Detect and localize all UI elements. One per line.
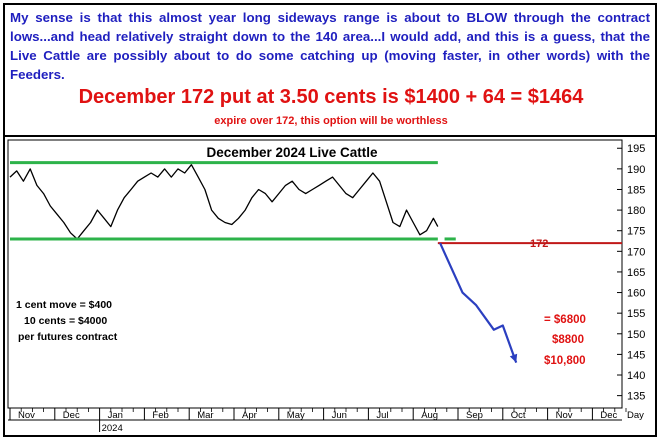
y-tick-label: 190 [627,164,645,176]
x-unit-label: Day [627,410,644,421]
x-month-label: Nov [18,410,35,421]
x-month-label: Nov [556,410,573,421]
header-divider [3,135,657,137]
headline: December 172 put at 3.50 cents is $1400 … [78,86,584,108]
y-tick-label: 180 [627,205,645,217]
loss-label: $10,800 [544,355,586,367]
contract-note: 10 cents = $4000 [24,315,107,327]
chart-frame [3,3,657,437]
plot-area [7,139,623,409]
commentary-text: My sense is that this almost year long s… [10,10,650,82]
loss-labels: = $6800 $8800 $10,800 [544,314,586,367]
y-tick-label: 150 [627,329,645,341]
x-month-label: Aug [421,410,438,421]
projection-arrowhead [509,353,518,363]
y-tick-label: 165 [627,267,645,279]
contract-note: 1 cent move = $400 [16,299,112,311]
x-axis: Nov Dec Jan Feb Mar Apr May Jun Jul Aug Sep Oct Nov D… [8,407,644,434]
y-tick-marks [617,147,622,397]
y-tick-label: 195 [627,143,645,155]
x-month-label: Dec [600,410,617,421]
y-tick-label: 185 [627,184,645,196]
levels: 172 [10,161,622,363]
loss-label: $8800 [552,334,584,346]
y-tick-labels: 135 140 145 150 155 160 165 170 175 180 185 190 195 [627,143,645,402]
y-tick-label: 170 [627,246,645,258]
x-month-label: Jan [108,410,123,421]
loss-label: = $6800 [544,314,586,326]
x-month-label: Oct [511,410,526,421]
price-line [9,164,439,240]
x-month-label: Jul [376,410,388,421]
x-month-label: Jun [332,410,347,421]
x-month-label: Sep [466,410,483,421]
price-series [9,164,439,240]
x-month-label: May [287,410,305,421]
x-month-label: Feb [152,410,168,421]
y-tick-label: 135 [627,391,645,403]
x-month-label: Dec [63,410,80,421]
y-tick-label: 140 [627,370,645,382]
x-month-label: Apr [242,410,257,421]
contract-notes: 1 cent move = $400 10 cents = $4000 per fu… [16,299,118,343]
contract-note: per futures contract [18,331,118,343]
x-month-label: Mar [197,410,213,421]
strike-label: 172 [530,238,548,250]
y-tick-label: 160 [627,288,645,300]
y-tick-label: 145 [627,349,645,361]
subline: expire over 172, this option will be wor… [214,115,448,127]
projection-path [439,242,518,363]
x-year-label: 2024 [102,423,123,434]
chart-title: December 2024 Live Cattle [206,145,378,160]
y-tick-label: 155 [627,308,645,320]
y-tick-label: 175 [627,226,645,238]
